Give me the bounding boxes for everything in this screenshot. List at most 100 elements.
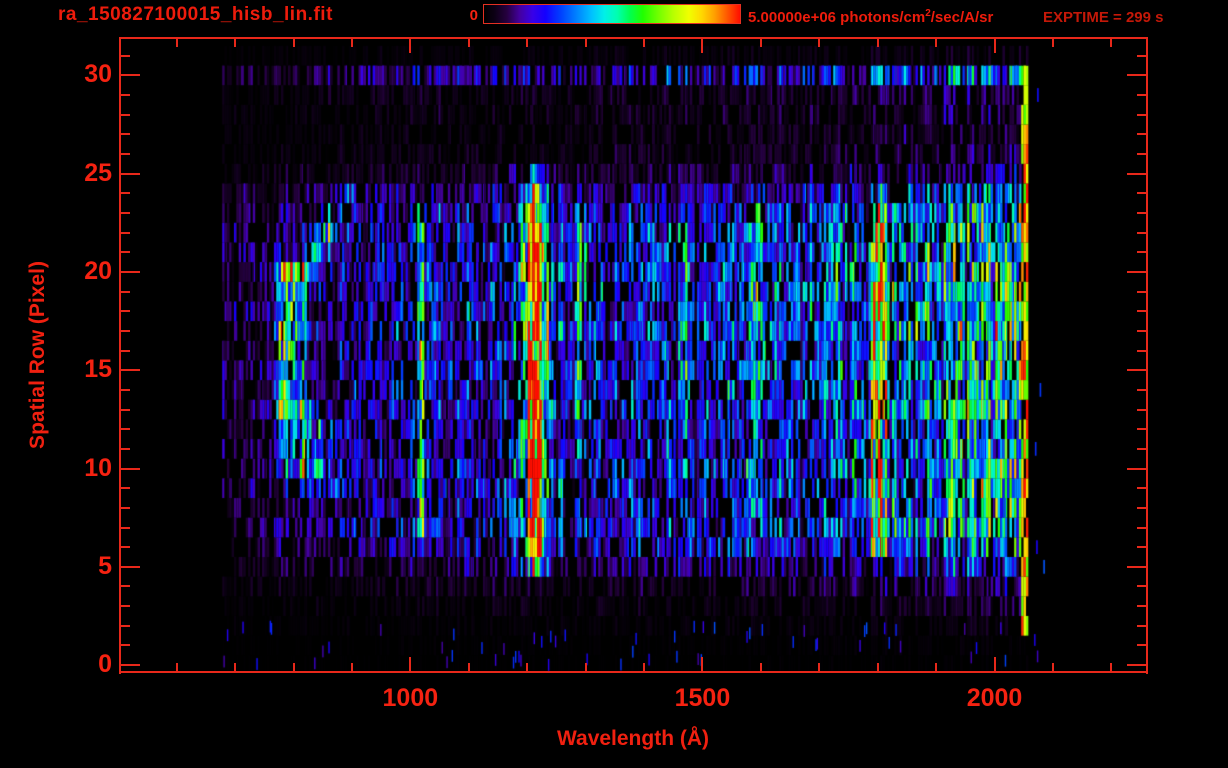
plot-border-bottom bbox=[119, 671, 1148, 673]
y-minor-tick bbox=[1137, 428, 1146, 431]
y-tick-label: 30 bbox=[84, 60, 112, 89]
y-minor-tick bbox=[1137, 310, 1146, 313]
colorbar-gradient bbox=[484, 5, 740, 23]
colorbar-max-and-units: 5.00000e+06 photons/cm bbox=[748, 9, 926, 26]
x-minor-tick bbox=[350, 663, 353, 671]
x-major-tick bbox=[993, 39, 996, 53]
y-minor-tick bbox=[1137, 388, 1146, 391]
x-minor-tick bbox=[234, 663, 237, 671]
x-minor-tick bbox=[759, 39, 762, 47]
y-major-tick bbox=[121, 270, 140, 273]
y-minor-tick bbox=[121, 624, 130, 627]
x-minor-tick bbox=[584, 39, 587, 47]
y-tick-label: 15 bbox=[84, 355, 112, 384]
x-major-tick bbox=[409, 39, 412, 53]
x-minor-tick bbox=[643, 663, 645, 671]
x-minor-tick bbox=[234, 39, 237, 47]
colorbar-min-label: 0 bbox=[469, 7, 478, 24]
y-minor-tick bbox=[1137, 624, 1146, 627]
y-minor-tick bbox=[121, 447, 130, 450]
y-minor-tick bbox=[1137, 113, 1146, 116]
colorbar-units-label: 5.00000e+06 photons/cm2/sec/A/sr bbox=[748, 8, 993, 26]
x-minor-tick bbox=[350, 39, 353, 47]
y-minor-tick bbox=[1137, 546, 1146, 549]
y-minor-tick bbox=[1137, 585, 1146, 588]
y-tick-label: 10 bbox=[84, 453, 112, 482]
y-major-tick bbox=[1127, 565, 1146, 568]
plot-border-top bbox=[119, 37, 1148, 39]
y-major-tick bbox=[1127, 172, 1146, 175]
y-tick-label: 20 bbox=[84, 256, 112, 285]
y-major-tick bbox=[121, 74, 140, 77]
y-minor-tick bbox=[1137, 408, 1146, 411]
colorbar bbox=[483, 4, 741, 24]
y-tick-label: 0 bbox=[98, 650, 112, 679]
y-major-tick bbox=[121, 664, 140, 667]
y-minor-tick bbox=[1137, 231, 1146, 234]
x-minor-tick bbox=[1051, 39, 1054, 47]
y-minor-tick bbox=[1137, 526, 1146, 529]
y-minor-tick bbox=[1137, 54, 1146, 57]
y-minor-tick bbox=[121, 546, 130, 549]
y-minor-tick bbox=[1137, 290, 1146, 293]
plot-border-left bbox=[119, 37, 121, 674]
y-minor-tick bbox=[121, 54, 130, 57]
y-major-tick bbox=[121, 369, 140, 372]
y-minor-tick bbox=[121, 290, 130, 293]
y-minor-tick bbox=[1137, 605, 1146, 608]
x-minor-tick bbox=[175, 39, 178, 47]
y-major-tick bbox=[1127, 467, 1146, 470]
x-tick-label: 1000 bbox=[382, 684, 439, 712]
y-minor-tick bbox=[121, 388, 130, 391]
y-minor-tick bbox=[121, 408, 130, 411]
y-minor-tick bbox=[121, 605, 130, 608]
exptime-label: EXPTIME = 299 s bbox=[1043, 9, 1164, 26]
x-minor-tick bbox=[175, 663, 178, 671]
y-minor-tick bbox=[1137, 94, 1146, 96]
y-minor-tick bbox=[121, 526, 130, 529]
y-minor-tick bbox=[121, 152, 130, 155]
y-axis-title: Spatial Row (Pixel) bbox=[26, 261, 49, 449]
y-minor-tick bbox=[121, 133, 130, 136]
x-minor-tick bbox=[876, 39, 879, 47]
x-minor-tick bbox=[1110, 39, 1113, 47]
x-minor-tick bbox=[292, 663, 295, 671]
y-minor-tick bbox=[121, 251, 130, 254]
y-major-tick bbox=[1127, 664, 1146, 667]
x-minor-tick bbox=[759, 663, 762, 671]
y-major-tick bbox=[121, 172, 140, 175]
x-axis-title: Wavelength (Å) bbox=[556, 727, 710, 750]
units-superscript: 2 bbox=[925, 8, 931, 19]
y-minor-tick bbox=[121, 585, 130, 588]
x-minor-tick bbox=[467, 663, 470, 671]
y-minor-tick bbox=[1137, 133, 1146, 136]
x-minor-tick bbox=[526, 663, 529, 671]
y-major-tick bbox=[1127, 369, 1146, 372]
units-suffix: /sec/A/sr bbox=[930, 9, 994, 26]
y-minor-tick bbox=[1137, 192, 1146, 195]
plot-border-right bbox=[1146, 37, 1148, 674]
y-minor-tick bbox=[1137, 447, 1146, 450]
y-major-tick bbox=[1127, 74, 1146, 77]
y-minor-tick bbox=[121, 94, 130, 96]
y-tick-label: 25 bbox=[84, 158, 112, 187]
y-major-tick bbox=[121, 467, 140, 470]
x-minor-tick bbox=[467, 39, 470, 47]
y-minor-tick bbox=[1137, 487, 1146, 490]
x-minor-tick bbox=[1110, 663, 1113, 671]
y-minor-tick bbox=[121, 211, 130, 214]
x-tick-label: 2000 bbox=[966, 684, 1023, 712]
y-minor-tick bbox=[1137, 329, 1146, 332]
x-minor-tick bbox=[818, 39, 821, 47]
x-minor-tick bbox=[1051, 663, 1054, 671]
y-minor-tick bbox=[121, 113, 130, 116]
y-minor-tick bbox=[121, 349, 130, 352]
y-minor-tick bbox=[1137, 152, 1146, 155]
y-minor-tick bbox=[1137, 211, 1146, 214]
x-minor-tick bbox=[935, 39, 938, 47]
x-minor-tick bbox=[584, 663, 587, 671]
y-minor-tick bbox=[121, 192, 130, 195]
y-major-tick bbox=[121, 565, 140, 568]
y-minor-tick bbox=[121, 487, 130, 490]
